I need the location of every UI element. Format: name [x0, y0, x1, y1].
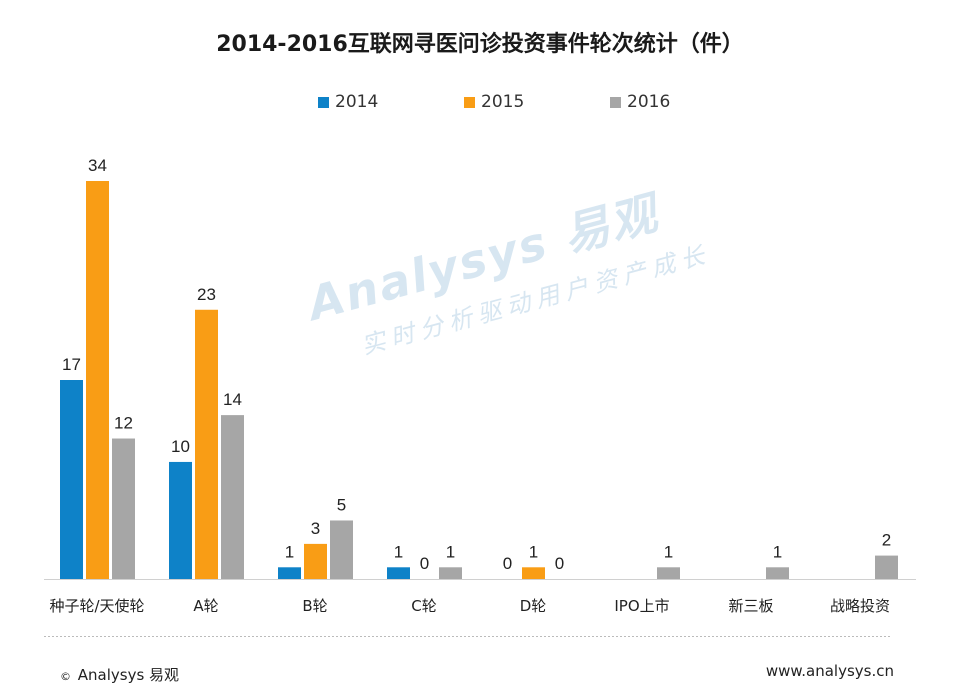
data-label-2016-5: 1	[664, 542, 673, 561]
data-label-2014-2: 1	[285, 542, 294, 561]
legend-item-2016: 2016	[610, 92, 670, 112]
legend-swatch-2015	[464, 96, 475, 108]
footer-url: www.analysys.cn	[765, 662, 894, 680]
chart-title: 2014-2016互联网寻医问诊投资事件轮次统计（件）	[216, 32, 744, 57]
category-label-3: C轮	[411, 597, 436, 615]
bar-2016-7	[875, 555, 898, 579]
bar-2015-2	[304, 543, 327, 579]
bar-2016-1	[221, 415, 244, 579]
legend-label-2015: 2015	[481, 92, 525, 112]
bar-2016-2	[330, 520, 353, 579]
bar-2015-1	[195, 309, 218, 579]
bar-2016-3	[439, 567, 462, 579]
data-label-2016-0: 12	[114, 414, 133, 433]
data-label-2014-4: 0	[503, 554, 512, 573]
legend-item-2015: 2015	[464, 92, 524, 112]
category-label-2: B轮	[302, 597, 327, 615]
category-label-0: 种子轮/天使轮	[49, 597, 144, 615]
data-label-2014-3: 1	[394, 542, 403, 561]
bar-2014-2	[278, 567, 301, 579]
legend-item-2014: 2014	[318, 92, 378, 112]
data-label-2014-1: 10	[171, 437, 190, 456]
data-label-2016-1: 14	[223, 390, 242, 409]
bar-2015-0	[86, 181, 109, 579]
copyright-symbol: ©	[60, 670, 71, 683]
legend-swatch-2016	[610, 96, 621, 108]
bar-2014-1	[169, 461, 192, 579]
legend-swatch-2014	[318, 96, 329, 108]
footer-copyright: © Analysys 易观	[60, 664, 179, 685]
data-label-2015-0: 34	[88, 156, 107, 175]
category-label-6: 新三板	[728, 597, 773, 615]
bar-2016-5	[657, 567, 680, 579]
data-label-2016-4: 0	[555, 554, 564, 573]
data-label-2015-2: 3	[311, 519, 320, 538]
footer-brand: Analysys 易观	[77, 666, 180, 684]
legend: 2014 2015 2016	[0, 92, 960, 114]
data-label-2016-3: 1	[446, 542, 455, 561]
data-label-2016-2: 5	[337, 495, 346, 514]
data-label-2015-3: 0	[420, 554, 429, 573]
data-label-2016-6: 1	[773, 542, 782, 561]
data-label-2015-1: 23	[197, 285, 216, 304]
legend-label-2016: 2016	[627, 92, 671, 112]
bar-2014-3	[387, 567, 410, 579]
bar-2014-0	[60, 380, 83, 579]
category-label-1: A轮	[193, 597, 218, 615]
legend-label-2014: 2014	[335, 92, 379, 112]
bar-2016-0	[112, 438, 135, 579]
bar-2015-4	[522, 567, 545, 579]
data-label-2014-0: 17	[62, 355, 81, 374]
data-label-2016-7: 2	[882, 531, 891, 550]
category-label-5: IPO上市	[614, 597, 669, 615]
category-label-7: 战略投资	[830, 597, 890, 615]
data-label-2015-4: 1	[529, 542, 538, 561]
bar-2016-6	[766, 567, 789, 579]
category-label-4: D轮	[520, 597, 547, 615]
